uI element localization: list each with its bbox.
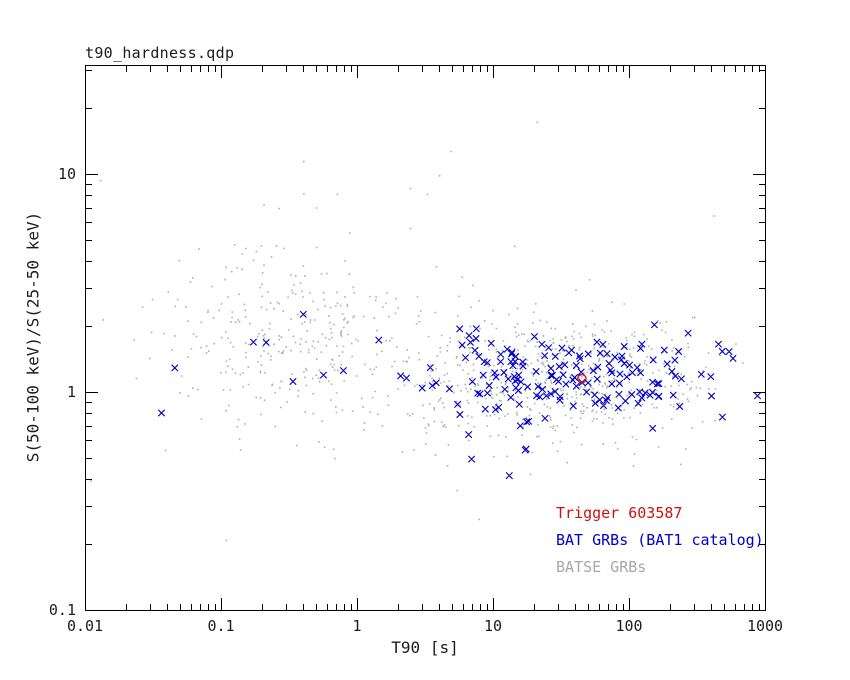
x-axis-title: T90 [s] <box>391 638 459 657</box>
legend: Trigger 603587 BAT GRBs (BAT1 catalog) B… <box>556 500 764 581</box>
legend-item-bat-grbs: BAT GRBs (BAT1 catalog) <box>556 531 764 549</box>
svg-text:1: 1 <box>352 617 361 635</box>
legend-item-batse-grbs: BATSE GRBs <box>556 558 647 576</box>
svg-text:0.1: 0.1 <box>49 601 76 619</box>
svg-text:10: 10 <box>58 165 76 183</box>
y-axis-title: S(50-100 keV)/S(25-50 keV) <box>23 211 43 463</box>
svg-text:1000: 1000 <box>747 617 783 635</box>
svg-text:100: 100 <box>615 617 642 635</box>
svg-text:0.01: 0.01 <box>67 617 103 635</box>
svg-text:1: 1 <box>67 383 76 401</box>
svg-text:0.1: 0.1 <box>207 617 234 635</box>
legend-item-trigger: Trigger 603587 <box>556 504 683 522</box>
svg-text:10: 10 <box>484 617 502 635</box>
plot-title: t90_hardness.qdp <box>85 44 235 62</box>
